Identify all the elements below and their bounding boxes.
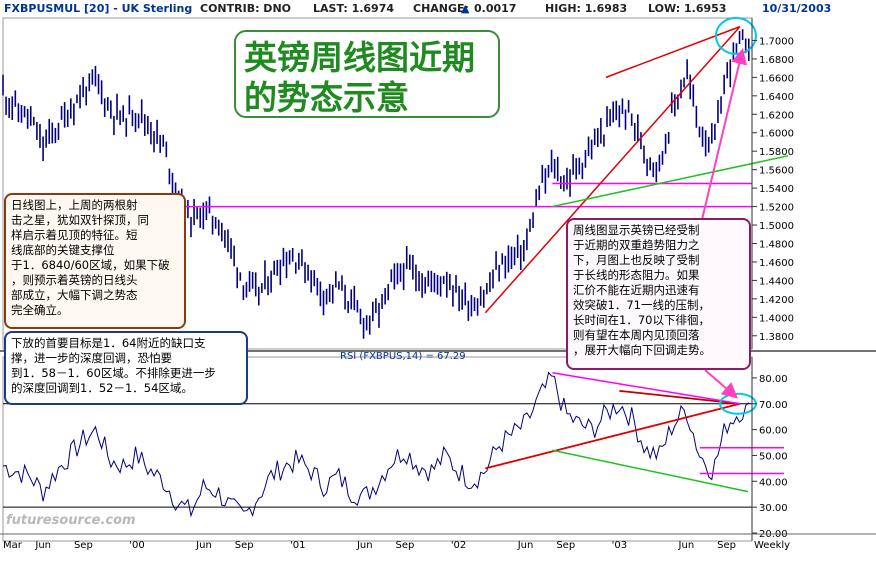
note-line: 效突破1．71一线的压制， (573, 298, 710, 312)
x-tick-label: '02 (451, 540, 466, 551)
price-y-tick-label: 1.6600 (759, 73, 794, 84)
price-y-tick-label: 1.6800 (759, 55, 794, 66)
note-line: 则有望在本周内见顶回落 (573, 328, 700, 342)
price-y-tick-label: 1.5000 (759, 221, 794, 232)
resistance-trendline (605, 25, 741, 79)
price-y-tick-label: 1.5400 (759, 184, 794, 195)
rsi-line (2, 371, 750, 518)
title-box: 英镑周线图近期 的势态示意 (234, 30, 500, 118)
note-line: 于近期的双重趋势阻力之 (573, 238, 700, 252)
watermark: futuresource.com (6, 513, 136, 528)
price-bars (2, 29, 750, 339)
x-tick-label: Jun (195, 540, 212, 551)
x-tick-label: Sep (74, 540, 93, 551)
note-downside-targets: 下放的首要目标是1．64附近的缺口支 撑，进一步的深度回调，恐怕要 到1．58－… (4, 331, 248, 405)
price-y-tick-label: 1.4000 (759, 313, 794, 324)
x-tick-label: '00 (129, 540, 144, 551)
change-label: CHANGE: (413, 2, 469, 15)
rsi-y-tick-label: 80.00 (759, 374, 788, 385)
green-support-trendline (552, 155, 789, 208)
price-y-tick-label: 1.6200 (759, 110, 794, 121)
x-tick-label: Weekly (754, 540, 790, 551)
note-line: 击之星，犹如双针探顶，同 (11, 213, 149, 227)
note-line: 撑，进一步的深度回调，恐怕要 (11, 351, 172, 365)
x-tick-label: Sep (235, 540, 254, 551)
rsi-y-tick-label: 60.00 (759, 426, 788, 437)
x-tick-label: Mar (3, 540, 23, 551)
rsi-y-tick-label: 30.00 (759, 503, 788, 514)
x-tick-label: Jun (34, 540, 51, 551)
x-tick-label: Sep (717, 540, 736, 551)
note-line: 下放的首要目标是1．64附近的缺口支 (11, 336, 206, 350)
rsi-green-trendline (552, 449, 749, 493)
price-y-tick-label: 1.5200 (759, 203, 794, 214)
note-line: 样启示着见顶的特征。短 (11, 228, 138, 242)
x-tick-label: '01 (290, 540, 305, 551)
price-y-tick-label: 1.6400 (759, 92, 794, 103)
price-y-tick-label: 1.4800 (759, 239, 794, 250)
note-line: 线底部的关键支撑位 (11, 243, 115, 257)
note-line: 汇价不能在近期内迅速有 (573, 283, 700, 297)
x-tick-label: '03 (612, 540, 627, 551)
symbol-title: FXBPUSMUL [20] - UK Sterling (4, 2, 193, 15)
uptrend-line (484, 26, 741, 314)
rsi-title: RSI (FXBPUS,14) = 67.29 (340, 351, 466, 362)
note-line: 长时间在1．70以下徘徊， (573, 313, 710, 327)
rsi-y-tick-label: 70.00 (759, 400, 788, 411)
note-line: 下，月图上也反映了受制 (573, 253, 700, 267)
note-daily-chart: 日线图上，上周的两根射 击之星，犹如双针探顶，同 样启示着见顶的特征。短 线底部… (4, 193, 186, 329)
axes: 1.7000 1.6800 1.6600 1.6400 1.6200 1.6000 1.58… (0, 18, 876, 551)
note-line: 于1．6840/60区域，如果下破 (11, 258, 170, 272)
change-value: 0.0017 (474, 2, 517, 15)
rsi-y-tick-label: 40.00 (759, 477, 788, 488)
price-y-tick-label: 1.4600 (759, 258, 794, 269)
pointer-arrow-price (699, 48, 747, 229)
note-line: 完全确立。 (11, 303, 69, 317)
rsi-y-tick-label: 50.00 (759, 451, 788, 462)
x-tick-label: Jun (678, 540, 695, 551)
price-y-tick-label: 1.4400 (759, 276, 794, 287)
note-line: 部成立，大幅下调之势态 (11, 288, 138, 302)
high-price: HIGH: 1.6983 (545, 2, 628, 15)
rsi-series-line (2, 371, 750, 518)
x-tick-label: Sep (556, 540, 575, 551)
price-y-tick-label: 1.6000 (759, 129, 794, 140)
note-line: 的深度回调到1．52－1．54区域。 (11, 381, 193, 395)
x-tick-label: Jun (517, 540, 534, 551)
x-tick-label: Jun (356, 540, 373, 551)
pointer-arrow-rsi (704, 369, 739, 399)
price-y-tick-label: 1.5800 (759, 147, 794, 158)
contrib-label: CONTRIB: DNO (200, 2, 291, 15)
rsi-magenta-trendline (552, 372, 741, 405)
last-price: LAST: 1.6974 (313, 2, 395, 15)
title-line-1: 英镑周线图近期 (244, 38, 475, 77)
price-y-tick-label: 1.4200 (759, 295, 794, 306)
price-y-tick-label: 1.7000 (759, 36, 794, 47)
price-y-tick-label: 1.5600 (759, 166, 794, 177)
note-line: ，展开大幅向下回调走势。 (573, 343, 711, 357)
note-line: 周线图显示英镑已经受制 (573, 223, 700, 237)
x-tick-label: Sep (396, 540, 415, 551)
title-line-2: 的势态示意 (244, 78, 409, 117)
note-line: 到1．58－1．60区域。不排除更进一步 (11, 366, 216, 380)
grid (0, 17, 876, 542)
low-price: LOW: 1.6953 (648, 2, 727, 15)
note-line: ，则预示着英镑的日线头 (11, 273, 138, 287)
note-line: 于长线的形态阻力。如果 (573, 268, 700, 282)
note-line: 日线图上，上周的两根射 (11, 198, 138, 212)
rsi-uptrend-line (485, 402, 741, 470)
rsi-resistance-line (619, 389, 741, 405)
up-triangle-icon: ▲ (461, 2, 470, 15)
note-weekly-chart: 周线图显示英镑已经受制 于近期的双重趋势阻力之 下，月图上也反映了受制 于长线的… (566, 218, 751, 370)
price-y-tick-label: 1.3800 (759, 332, 794, 343)
trend-annotations (123, 16, 789, 493)
chart-date: 10/31/2003 (762, 2, 832, 15)
